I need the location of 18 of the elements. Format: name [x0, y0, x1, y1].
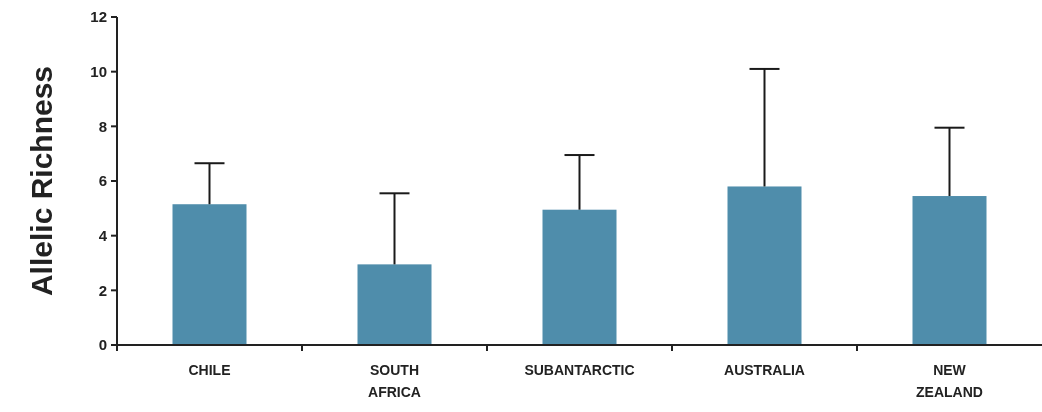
y-tick-label: 0	[98, 336, 107, 354]
x-tick-label: SOUTH AFRICA	[368, 362, 421, 400]
bar	[912, 196, 987, 345]
y-tick-label: 6	[98, 172, 107, 190]
y-tick-label: 12	[90, 8, 107, 26]
bar	[727, 186, 802, 345]
y-tick-label: 10	[90, 62, 107, 80]
x-tick-label: NEW ZEALAND	[916, 362, 983, 400]
bar	[357, 264, 432, 345]
x-tick-label: AUSTRALIA	[724, 362, 805, 378]
y-axis-title: Allelic Richness	[25, 65, 58, 297]
x-tick-label: CHILE	[188, 362, 231, 378]
y-tick-label: 4	[98, 226, 108, 244]
bar	[172, 204, 247, 345]
x-tick-label: SUBANTARCTIC	[524, 362, 635, 378]
bar	[542, 209, 617, 345]
y-tick-label: 2	[98, 281, 107, 299]
y-tick-label: 8	[98, 117, 107, 135]
